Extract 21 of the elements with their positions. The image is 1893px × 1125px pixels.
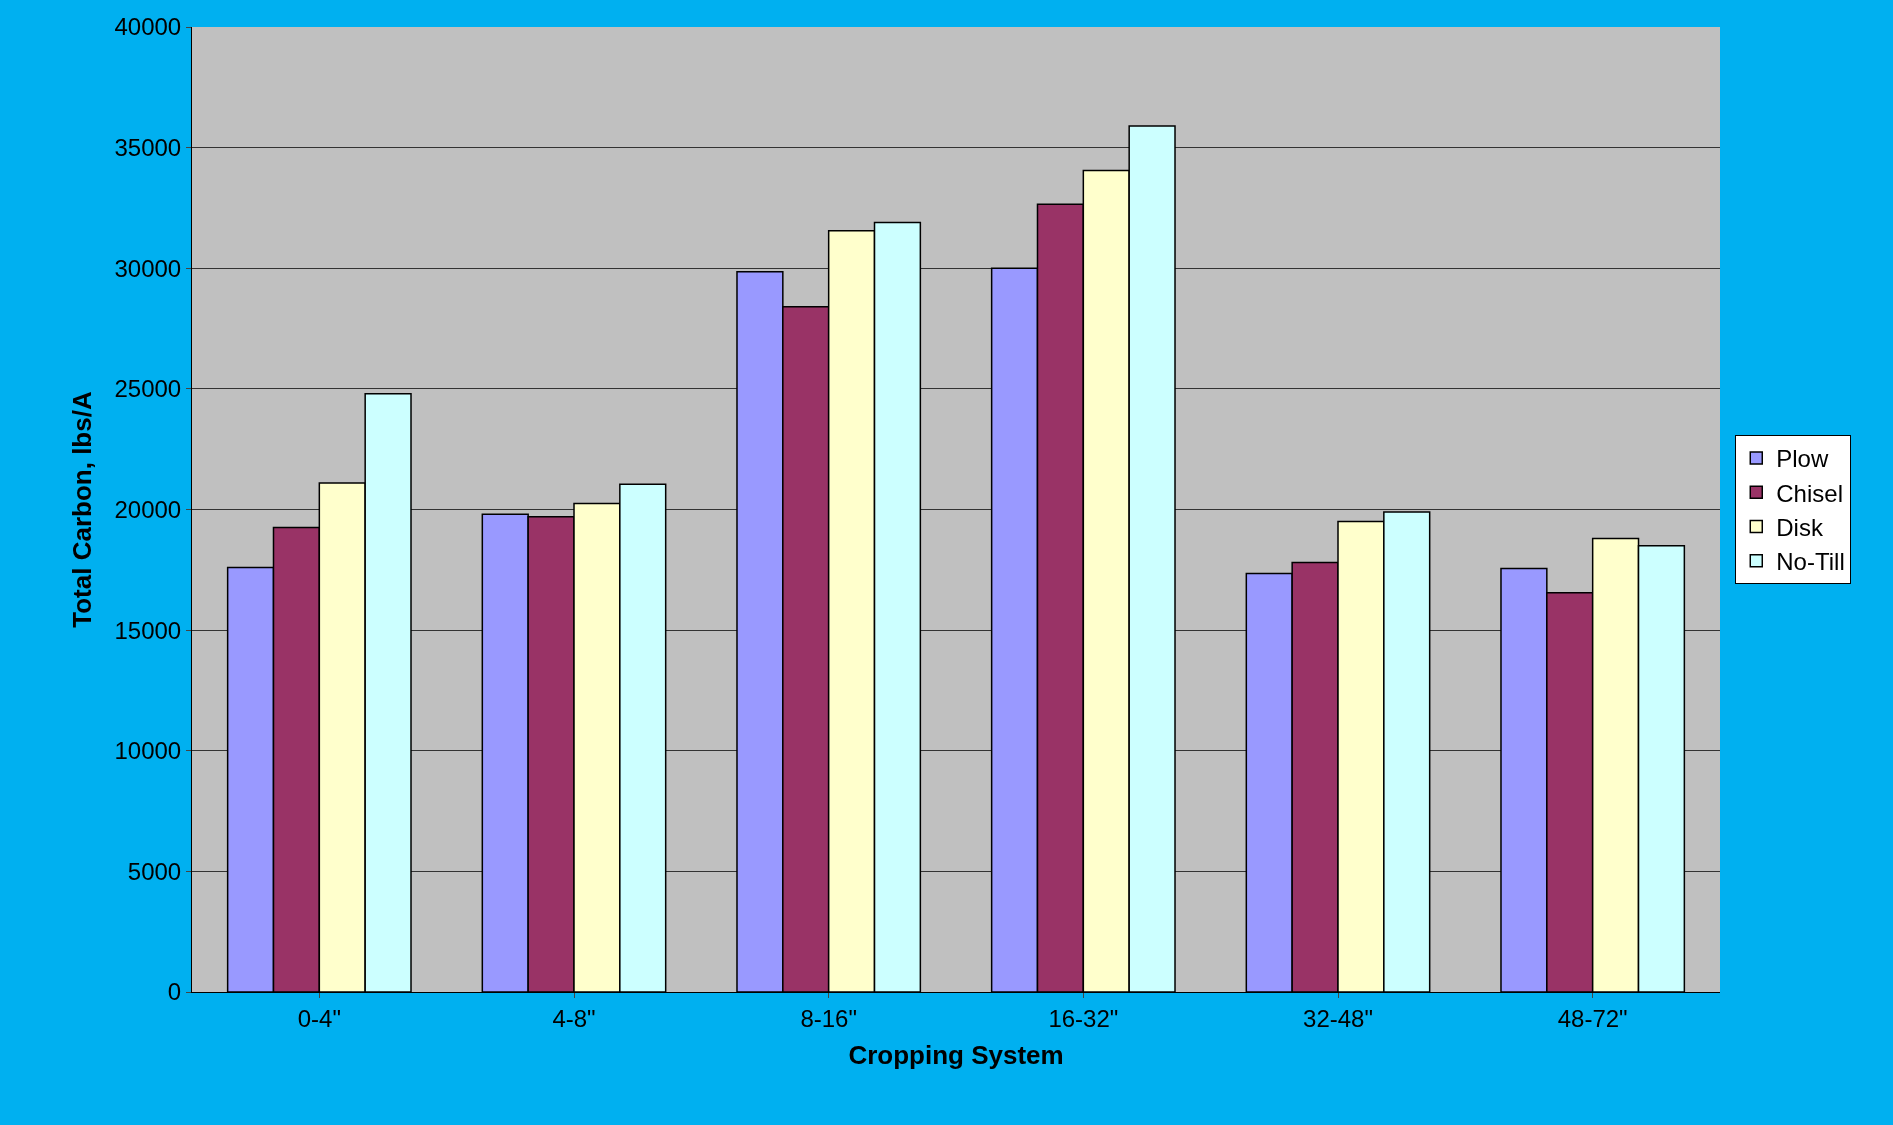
y-tick-label: 25000 xyxy=(114,375,182,403)
y-tick-label: 5000 xyxy=(127,857,182,885)
legend-label: Disk xyxy=(1776,513,1824,541)
x-tick-label: 16-32" xyxy=(1048,1004,1119,1032)
x-axis-title: Cropping System xyxy=(848,1040,1064,1071)
x-tick-label: 48-72" xyxy=(1557,1004,1628,1032)
legend-label: No-Till xyxy=(1776,548,1845,576)
y-tick-label: 35000 xyxy=(114,134,182,162)
x-tick-label: 32-48" xyxy=(1303,1004,1373,1032)
legend-label: Chisel xyxy=(1776,479,1843,507)
y-tick-label: 0 xyxy=(167,978,182,1006)
y-tick-label: 15000 xyxy=(114,616,182,644)
y-tick-label: 30000 xyxy=(114,254,182,282)
x-tick-label: 8-16" xyxy=(800,1004,857,1032)
y-tick-label: 20000 xyxy=(114,495,182,523)
y-tick-label: 40000 xyxy=(114,13,182,41)
legend-label: Plow xyxy=(1776,445,1829,473)
y-axis-title: Total Carbon, lbs/A xyxy=(66,391,97,628)
x-tick-label: 4-8" xyxy=(552,1004,596,1032)
y-tick-label: 10000 xyxy=(114,737,182,765)
x-tick-label: 0-4" xyxy=(297,1004,341,1032)
